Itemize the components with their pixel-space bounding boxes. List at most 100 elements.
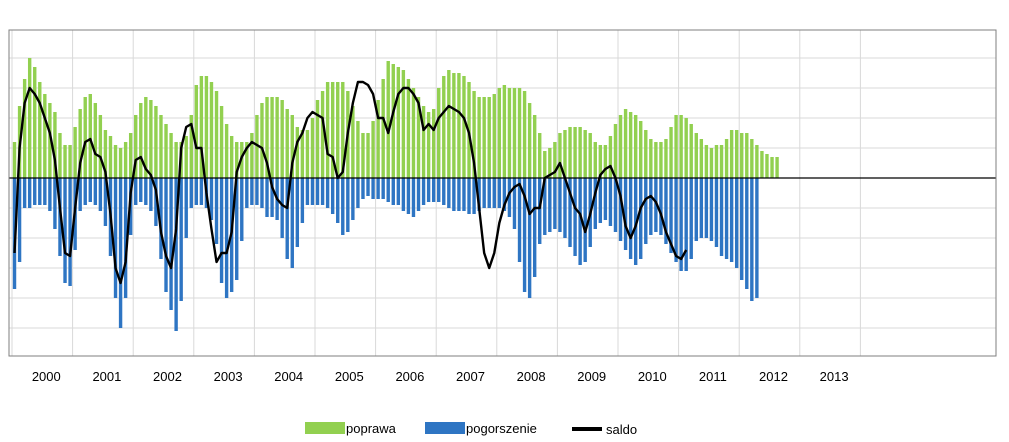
x-tick-label: 2001	[92, 369, 121, 384]
bar-pogorszenie	[689, 178, 693, 259]
bar-poprawa	[558, 133, 562, 178]
bar-pogorszenie	[330, 178, 335, 214]
bar-pogorszenie	[250, 178, 254, 205]
bar-pogorszenie	[43, 178, 47, 205]
bar-pogorszenie	[527, 178, 532, 298]
bar-pogorszenie	[174, 178, 178, 331]
bar-poprawa	[330, 82, 335, 178]
bar-poprawa	[734, 130, 739, 178]
bar-pogorszenie	[598, 178, 603, 223]
x-tick-label: 2005	[335, 369, 364, 384]
bar-pogorszenie	[729, 178, 734, 262]
bar-poprawa	[386, 61, 390, 178]
legend-item-pogorszenie: pogorszenie	[425, 418, 537, 438]
bar-poprawa	[532, 115, 537, 178]
bar-pogorszenie	[558, 178, 562, 232]
bar-pogorszenie	[538, 178, 542, 244]
x-tick-label: 2009	[577, 369, 606, 384]
bar-poprawa	[376, 100, 380, 178]
bar-poprawa	[765, 154, 769, 178]
bar-poprawa	[401, 70, 406, 178]
bar-poprawa	[53, 112, 57, 178]
bar-pogorszenie	[482, 178, 486, 208]
bar-poprawa	[745, 133, 749, 178]
bar-poprawa	[88, 94, 92, 178]
bar-pogorszenie	[290, 178, 294, 268]
bar-poprawa	[381, 79, 385, 178]
bar-pogorszenie	[144, 178, 148, 205]
bar-poprawa	[724, 139, 729, 178]
x-tick-label: 2011	[699, 369, 727, 384]
bar-poprawa	[255, 115, 259, 178]
bar-pogorszenie	[320, 178, 325, 205]
bar-pogorszenie	[639, 178, 643, 259]
x-tick-label: 2006	[395, 369, 424, 384]
bar-poprawa	[477, 97, 481, 178]
bar-pogorszenie	[371, 178, 375, 199]
bar-pogorszenie	[659, 178, 663, 235]
bar-pogorszenie	[285, 178, 289, 259]
bar-pogorszenie	[593, 178, 597, 229]
bar-pogorszenie	[462, 178, 466, 211]
bar-pogorszenie	[543, 178, 547, 235]
bar-pogorszenie	[548, 178, 552, 232]
bar-pogorszenie	[568, 178, 572, 247]
bar-poprawa	[103, 130, 108, 178]
bar-pogorszenie	[497, 178, 502, 208]
bar-pogorszenie	[381, 178, 385, 199]
bar-poprawa	[235, 142, 239, 178]
bar-poprawa	[260, 103, 264, 178]
bar-pogorszenie	[351, 178, 355, 220]
bar-pogorszenie	[17, 178, 22, 262]
bar-poprawa	[366, 133, 370, 178]
bar-pogorszenie	[33, 178, 37, 205]
bar-pogorszenie	[366, 178, 370, 196]
bar-pogorszenie	[452, 178, 456, 211]
x-tick-label: 2000	[32, 369, 61, 384]
bar-pogorszenie	[169, 178, 173, 310]
bar-pogorszenie	[457, 178, 461, 211]
bar-poprawa	[573, 127, 577, 178]
x-tick-label: 2012	[759, 369, 788, 384]
bar-pogorszenie	[644, 178, 648, 244]
bar-poprawa	[214, 91, 219, 178]
bar-pogorszenie	[613, 178, 618, 232]
bar-poprawa	[618, 115, 623, 178]
bar-pogorszenie	[159, 178, 163, 259]
bar-poprawa	[538, 133, 542, 178]
x-tick-label: 2008	[517, 369, 546, 384]
bar-pogorszenie	[224, 178, 229, 298]
bar-poprawa	[194, 85, 199, 178]
bar-pogorszenie	[38, 178, 42, 205]
bar-pogorszenie	[280, 178, 284, 238]
bar-poprawa	[553, 142, 557, 178]
bar-poprawa	[98, 115, 103, 178]
bar-pogorszenie	[214, 178, 219, 244]
bar-poprawa	[729, 130, 734, 178]
bar-poprawa	[659, 142, 663, 178]
bar-poprawa	[679, 115, 683, 178]
bar-pogorszenie	[149, 178, 153, 211]
bar-pogorszenie	[532, 178, 537, 277]
bar-pogorszenie	[669, 178, 673, 253]
bar-poprawa	[108, 136, 113, 178]
bar-pogorszenie	[406, 178, 411, 214]
bar-pogorszenie	[265, 178, 269, 217]
bar-pogorszenie	[356, 178, 360, 208]
x-axis-labels: 2000 2001 2002 2003 2004 2005 2006 2007 2008 2009…	[32, 369, 849, 384]
bar-pogorszenie	[755, 178, 759, 298]
bar-pogorszenie	[27, 178, 32, 208]
bar-pogorszenie	[492, 178, 496, 208]
bar-poprawa	[669, 127, 673, 178]
bar-poprawa	[719, 145, 724, 178]
bar-poprawa	[654, 142, 658, 178]
bar-poprawa	[280, 100, 284, 178]
bar-poprawa	[714, 145, 719, 178]
bar-poprawa	[209, 82, 214, 178]
plot-border	[8, 29, 997, 357]
bar-pogorszenie	[421, 178, 426, 205]
bar-poprawa	[527, 103, 532, 178]
bar-poprawa	[27, 58, 32, 178]
bar-poprawa	[336, 82, 340, 178]
